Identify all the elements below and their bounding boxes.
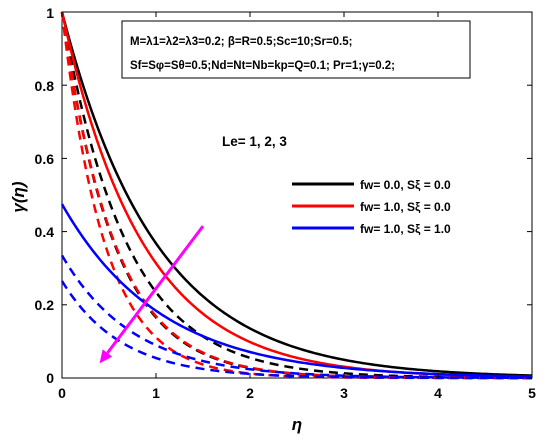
parameter-box: M=λ1=λ2=λ3=0.2; β=R=0.5;Sc=10;Sr=0.5; Sf… — [121, 20, 471, 79]
le-annotation: Le= 1, 2, 3 — [222, 134, 287, 149]
parameter-box-line-1: M=λ1=λ2=λ3=0.2; β=R=0.5;Sc=10;Sr=0.5; — [130, 36, 352, 48]
legend-label-blue: fw= 1.0, Sξ = 1.0 — [360, 222, 451, 236]
legend-label-black: fw= 0.0, Sξ = 0.0 — [360, 178, 451, 192]
y-tick-label: 0 — [46, 370, 54, 386]
parameter-box-line-2: Sf=Sφ=Sθ=0.5;Nd=Nt=Nb=kp=Q=0.1; Pr=1;γ=0… — [130, 60, 395, 72]
plot-area-frame — [61, 11, 533, 379]
y-axis-label: γ(η) — [9, 181, 28, 213]
axis-ticks — [61, 11, 533, 379]
x-tick-label: 2 — [246, 385, 254, 401]
trend-arrow — [99, 225, 205, 364]
curve-solid-6 — [60, 203, 533, 378]
x-tick-label: 4 — [434, 385, 442, 401]
x-tick-label: 5 — [528, 385, 536, 401]
legend: fw= 0.0, Sξ = 0.0 fw= 1.0, Sξ = 0.0 fw= … — [292, 178, 451, 236]
legend-label-red: fw= 1.0, Sξ = 0.0 — [360, 200, 451, 214]
x-axis-label: η — [292, 415, 302, 434]
arrow-shaft — [106, 225, 205, 354]
y-tick-label: 0.2 — [35, 297, 55, 313]
y-tick-label: 0.6 — [35, 151, 55, 167]
x-tick-label: 1 — [152, 385, 160, 401]
arrow-head — [99, 349, 113, 364]
parameter-box-frame — [121, 20, 471, 79]
curve-dashed-8 — [60, 280, 532, 380]
x-tick-label: 0 — [58, 385, 66, 401]
curve-dashed-7 — [60, 254, 532, 380]
x-tick-label: 3 — [340, 385, 348, 401]
y-tick-label: 1 — [46, 5, 54, 21]
y-tick-labels: 0 0.2 0.4 0.6 0.8 1 — [35, 5, 55, 386]
data-curves — [60, 11, 533, 380]
y-tick-label: 0.4 — [35, 224, 55, 240]
x-tick-labels: 0 1 2 3 4 5 — [58, 385, 536, 401]
curve-solid-0 — [60, 11, 533, 377]
y-tick-label: 0.8 — [35, 78, 55, 94]
